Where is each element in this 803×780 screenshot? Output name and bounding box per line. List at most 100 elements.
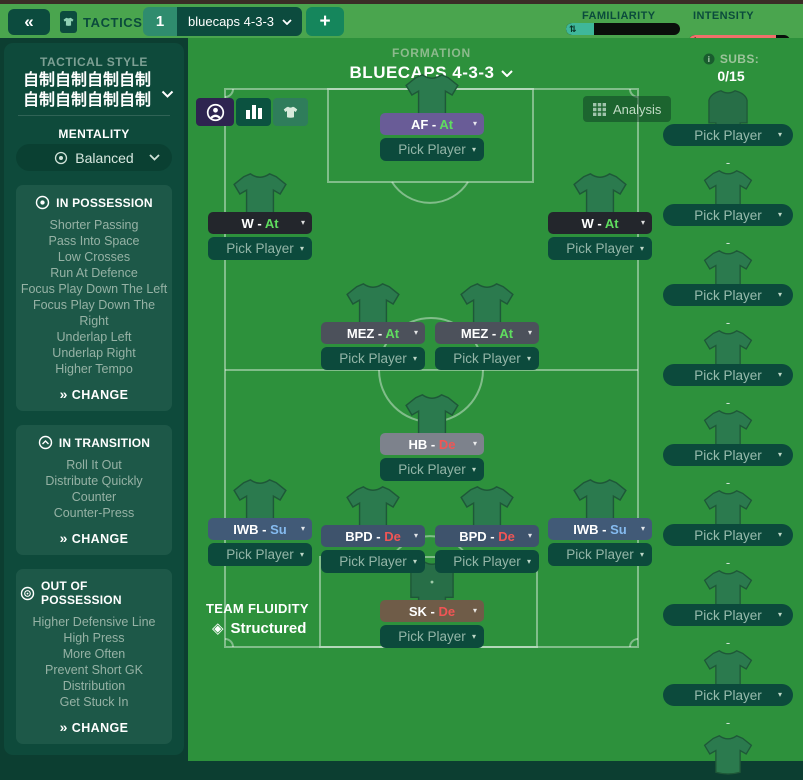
player-shirt-icon xyxy=(346,486,400,530)
instruction-item: Pass Into Space xyxy=(48,234,140,248)
chevron-down-icon: ▾ xyxy=(777,370,782,379)
pick-player-label: Pick Player xyxy=(694,687,762,703)
sidebar-section-in-transition: IN TRANSITION Roll It Out Distribute Quick… xyxy=(16,425,172,555)
pick-player-dropdown[interactable]: Pick Player ▾ xyxy=(208,237,312,260)
add-tactic-button[interactable]: + xyxy=(306,7,344,36)
instruction-item: Counter xyxy=(71,490,117,504)
role-selector[interactable]: HB - De ▾ xyxy=(380,433,484,455)
formation-dropdown[interactable]: BLUECAPS 4-3-3 xyxy=(350,63,514,83)
chevron-down-icon: ▾ xyxy=(526,354,531,363)
mentality-gauge-icon xyxy=(55,151,68,164)
pick-player-dropdown[interactable]: Pick Player ▾ xyxy=(435,550,539,573)
analysis-button[interactable]: Analysis xyxy=(583,96,672,122)
team-fluidity-label: TEAM FLUIDITY xyxy=(206,601,309,616)
role-selector[interactable]: SK - De ▾ xyxy=(380,600,484,622)
pick-player-dropdown[interactable]: Pick Player ▾ xyxy=(435,347,539,370)
role-selector[interactable]: IWB - Su ▾ xyxy=(548,518,652,540)
role-selector[interactable]: W - At ▾ xyxy=(548,212,652,234)
chevron-down-icon: ▾ xyxy=(471,632,476,641)
formation-name: BLUECAPS 4-3-3 xyxy=(349,63,495,82)
sub-empty-value: - xyxy=(725,235,731,250)
tactical-style-label: TACTICAL STYLE xyxy=(40,55,148,69)
role-selector[interactable]: W - At ▾ xyxy=(208,212,312,234)
familiarity-label: FAMILIARITY xyxy=(582,10,656,22)
chevron-down-icon xyxy=(149,154,160,161)
section-title: IN TRANSITION xyxy=(20,435,168,450)
sub-pick-player-dropdown[interactable]: Pick Player ▾ xyxy=(663,444,793,466)
sub-pick-player-dropdown[interactable]: Pick Player ▾ xyxy=(663,284,793,306)
change-button[interactable]: » CHANGE xyxy=(59,386,129,402)
pick-player-label: Pick Player xyxy=(226,241,294,256)
instruction-item: High Press xyxy=(63,631,125,645)
role-selector[interactable]: AF - At ▾ xyxy=(380,113,484,135)
pick-player-label: Pick Player xyxy=(694,207,762,223)
chevron-down-icon: ▾ xyxy=(471,145,476,154)
tactic-tab-selector[interactable]: bluecaps 4-3-3 xyxy=(177,7,302,36)
pick-player-label: Pick Player xyxy=(694,607,762,623)
instruction-item: Distribute Quickly xyxy=(45,474,143,488)
chevron-down-icon: ▾ xyxy=(777,610,782,619)
instruction-item: Higher Tempo xyxy=(55,362,133,376)
role-selector[interactable]: BPD - De ▾ xyxy=(321,525,425,547)
duty-label: Su xyxy=(270,521,287,537)
tactic-tab-number[interactable]: 1 xyxy=(143,7,177,36)
role-label: MEZ - xyxy=(346,325,386,341)
pick-player-dropdown[interactable]: Pick Player ▾ xyxy=(380,625,484,648)
role-selector[interactable]: IWB - Su ▾ xyxy=(208,518,312,540)
change-button[interactable]: » CHANGE xyxy=(59,530,129,546)
football-icon xyxy=(35,195,50,210)
pick-player-dropdown[interactable]: Pick Player ▾ xyxy=(548,237,652,260)
sub-pick-player-dropdown[interactable]: Pick Player ▾ xyxy=(663,124,793,146)
pick-player-dropdown[interactable]: Pick Player ▾ xyxy=(380,458,484,481)
change-button[interactable]: » CHANGE xyxy=(59,719,129,735)
role-label: MEZ - xyxy=(460,325,500,341)
pick-player-dropdown[interactable]: Pick Player ▾ xyxy=(548,543,652,566)
chevron-down-icon: ▾ xyxy=(777,530,782,539)
sub-pick-player-dropdown[interactable]: Pick Player ▾ xyxy=(663,684,793,706)
sidebar-sections: IN POSSESSION Shorter Passing Pass Into Sp… xyxy=(16,185,172,758)
pick-player-dropdown[interactable]: Pick Player ▾ xyxy=(321,550,425,573)
info-icon[interactable]: i xyxy=(703,53,715,65)
chevron-down-icon: ▾ xyxy=(471,465,476,474)
subs-label: SUBS: xyxy=(719,52,760,66)
grid-icon xyxy=(593,102,606,116)
team-fluidity: TEAM FLUIDITY ◈ Structured xyxy=(206,601,309,637)
pick-player-dropdown[interactable]: Pick Player ▾ xyxy=(208,543,312,566)
stats-view-button[interactable] xyxy=(236,98,271,126)
sub-pick-player-dropdown[interactable]: Pick Player ▾ xyxy=(663,524,793,546)
role-selector[interactable]: BPD - De ▾ xyxy=(435,525,539,547)
duty-label: De xyxy=(498,528,515,544)
sub-pick-player-dropdown[interactable]: Pick Player ▾ xyxy=(663,204,793,226)
pick-player-dropdown[interactable]: Pick Player ▾ xyxy=(380,138,484,161)
tactical-style-value[interactable]: 自制自制自制自制自制自制自制自制 xyxy=(22,72,151,109)
pick-player-label: Pick Player xyxy=(398,142,466,157)
role-selector[interactable]: MEZ - At ▾ xyxy=(435,322,539,344)
role-label: AF - xyxy=(410,116,440,132)
sub-pick-player-dropdown[interactable]: Pick Player ▾ xyxy=(663,604,793,626)
instruction-item: Prevent Short GK Distribution xyxy=(45,663,143,693)
instruction-item: Underlap Right xyxy=(52,346,136,360)
instruction-item: Underlap Left xyxy=(56,330,132,344)
mentality-label: MENTALITY xyxy=(58,127,130,141)
tactics-title: TACTICS xyxy=(83,15,143,30)
sub-pick-player-dropdown[interactable]: Pick Player ▾ xyxy=(663,364,793,386)
sub-empty-value: - xyxy=(725,475,731,490)
player-view-button[interactable] xyxy=(196,98,234,126)
sub-empty-value: - xyxy=(725,555,731,570)
role-label: BPD - xyxy=(345,528,385,544)
instruction-item: Focus Play Down The Right xyxy=(32,298,156,328)
kit-view-button[interactable] xyxy=(273,98,308,126)
pick-player-label: Pick Player xyxy=(694,367,762,383)
role-selector[interactable]: MEZ - At ▾ xyxy=(321,322,425,344)
chevron-down-icon xyxy=(282,18,292,25)
bar-chart-icon xyxy=(245,105,262,119)
person-icon xyxy=(206,103,224,121)
mentality-dropdown[interactable]: Balanced xyxy=(16,144,172,171)
chevron-down-icon: ▾ xyxy=(777,130,782,139)
chevron-down-icon[interactable] xyxy=(161,85,174,103)
chevron-down-icon: ▾ xyxy=(777,210,782,219)
pick-player-dropdown[interactable]: Pick Player ▾ xyxy=(321,347,425,370)
chevron-down-icon: ▾ xyxy=(777,450,782,459)
pick-player-label: Pick Player xyxy=(694,527,762,543)
back-button[interactable]: « xyxy=(8,9,50,35)
